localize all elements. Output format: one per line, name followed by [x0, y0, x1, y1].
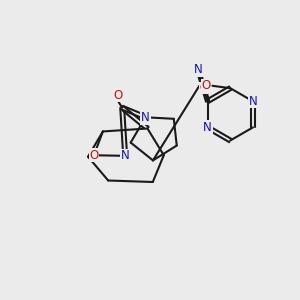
Text: N: N — [203, 121, 212, 134]
Text: N: N — [141, 111, 150, 124]
Text: N: N — [248, 95, 257, 108]
Text: O: O — [89, 149, 99, 162]
Text: O: O — [201, 79, 211, 92]
Text: N: N — [121, 149, 130, 162]
Text: C: C — [200, 83, 208, 93]
Text: O: O — [113, 89, 122, 102]
Text: N: N — [194, 63, 203, 76]
